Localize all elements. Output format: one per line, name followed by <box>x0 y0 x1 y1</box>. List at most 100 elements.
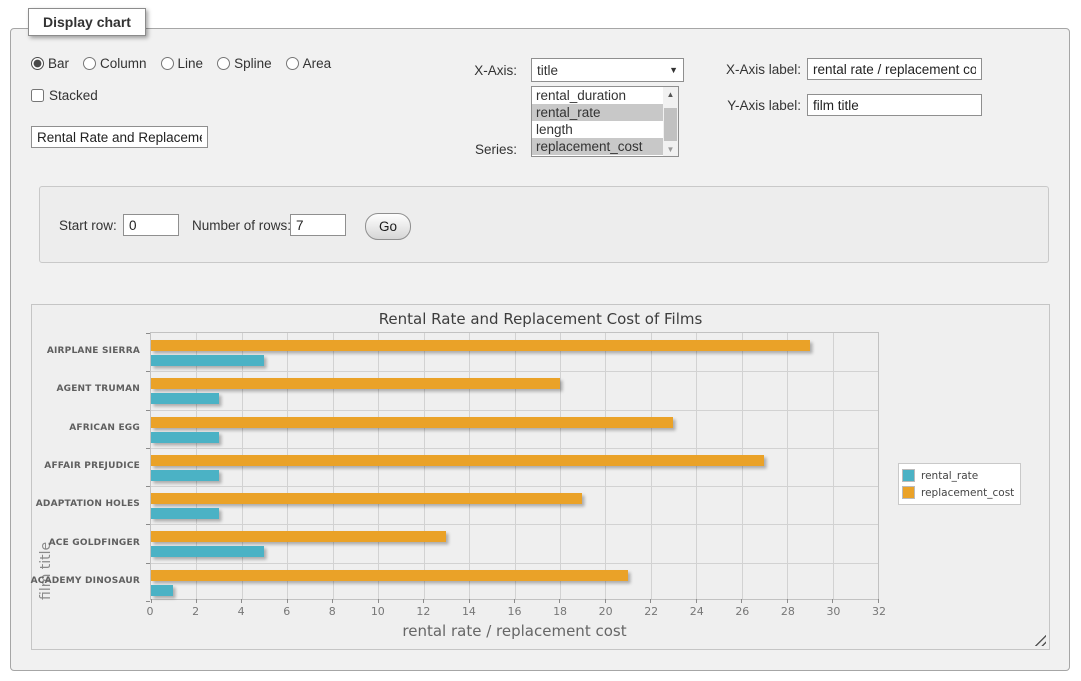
cat-label: ACADEMY DINOSAUR <box>32 562 140 600</box>
tickmark-bottom <box>832 599 833 603</box>
chart-type-radio-group: Bar Column Line Spline Area <box>31 56 331 71</box>
chart-type-line[interactable]: Line <box>161 56 204 71</box>
x-tick-label: 6 <box>283 605 290 618</box>
series-options: rental_duration rental_rate length repla… <box>532 87 663 156</box>
x-axis-label-field-label: X-Axis label: <box>651 62 801 77</box>
x-tick-label: 4 <box>238 605 245 618</box>
number-of-rows-label: Number of rows: <box>192 218 291 233</box>
chart-type-label: Spline <box>234 56 272 71</box>
go-button[interactable]: Go <box>365 213 411 240</box>
chart-type-label: Line <box>178 56 204 71</box>
vgrid <box>833 333 834 599</box>
series-option-length[interactable]: length <box>532 121 663 138</box>
series-option-replacement-cost[interactable]: replacement_cost <box>532 138 663 155</box>
chart-type-area[interactable]: Area <box>286 56 332 71</box>
vgrid <box>196 333 197 599</box>
x-tick-label: 10 <box>371 605 385 618</box>
chart-type-label: Area <box>303 56 332 71</box>
scroll-down-icon[interactable]: ▼ <box>663 142 678 156</box>
tickmark-bottom <box>559 599 560 603</box>
chart-type-radio-column[interactable] <box>83 57 96 70</box>
legend-label: rental_rate <box>921 470 978 482</box>
bar-replacement-cost <box>151 570 628 581</box>
bar-rental-rate <box>151 508 219 519</box>
y-axis-label-input[interactable] <box>807 94 982 116</box>
category-axis-labels: AIRPLANE SIERRAAGENT TRUMANAFRICAN EGGAF… <box>32 332 140 600</box>
chart-type-spline[interactable]: Spline <box>217 56 272 71</box>
tickmark-bottom <box>514 599 515 603</box>
tickmark-bottom <box>878 599 879 603</box>
legend-swatch-rental-rate <box>902 469 915 482</box>
tickmark-left <box>146 371 150 372</box>
vgrid <box>696 333 697 599</box>
chart-type-label: Bar <box>48 56 69 71</box>
cat-label: ACE GOLDFINGER <box>32 523 140 561</box>
chart-type-radio-bar[interactable] <box>31 57 44 70</box>
cat-label: AGENT TRUMAN <box>32 370 140 408</box>
plot-area <box>150 332 879 600</box>
vgrid <box>378 333 379 599</box>
cat-label: ADAPTATION HOLES <box>32 485 140 523</box>
vgrid <box>469 333 470 599</box>
series-multiselect[interactable]: rental_duration rental_rate length repla… <box>531 86 679 157</box>
vgrid <box>560 333 561 599</box>
tickmark-left <box>146 601 150 602</box>
tickmark-left <box>146 563 150 564</box>
stacked-option[interactable]: Stacked <box>31 88 98 103</box>
hgrid <box>151 371 878 372</box>
tickmark-bottom <box>151 599 152 603</box>
hgrid <box>151 563 878 564</box>
chart-type-radio-spline[interactable] <box>217 57 230 70</box>
start-row-input[interactable] <box>123 214 179 236</box>
row-range-panel: Start row: Number of rows: Go <box>39 186 1049 263</box>
bar-rental-rate <box>151 585 173 596</box>
hgrid <box>151 410 878 411</box>
vgrid <box>242 333 243 599</box>
bar-replacement-cost <box>151 340 810 351</box>
x-axis-selected-value: title <box>537 63 669 78</box>
vgrid <box>651 333 652 599</box>
x-tick-label: 8 <box>329 605 336 618</box>
chart-resize-handle[interactable] <box>1034 634 1046 646</box>
bar-rental-rate <box>151 393 219 404</box>
tickmark-left <box>146 410 150 411</box>
x-tick-label: 28 <box>781 605 795 618</box>
series-option-rental-rate[interactable]: rental_rate <box>532 104 663 121</box>
x-axis-tick-labels: 02468101214161820222426283032 <box>150 605 879 619</box>
tickmark-bottom <box>469 599 470 603</box>
tickmark-left <box>146 486 150 487</box>
x-axis-title: rental rate / replacement cost <box>150 622 879 640</box>
x-axis-label-input[interactable] <box>807 58 982 80</box>
stacked-checkbox[interactable] <box>31 89 44 102</box>
chart-type-label: Column <box>100 56 147 71</box>
chart-type-radio-area[interactable] <box>286 57 299 70</box>
tickmark-bottom <box>605 599 606 603</box>
series-select-label: Series: <box>411 142 517 157</box>
y-axis-label-field-label: Y-Axis label: <box>651 98 801 113</box>
chart-container: Rental Rate and Replacement Cost of Film… <box>31 304 1050 650</box>
vgrid <box>287 333 288 599</box>
bar-replacement-cost <box>151 531 446 542</box>
chart-type-radio-line[interactable] <box>161 57 174 70</box>
bar-replacement-cost <box>151 417 673 428</box>
legend-item-replacement-cost: replacement_cost <box>902 484 1014 501</box>
chart-title-input[interactable] <box>31 126 208 148</box>
hgrid <box>151 448 878 449</box>
bar-replacement-cost <box>151 378 560 389</box>
vgrid <box>515 333 516 599</box>
x-tick-label: 26 <box>735 605 749 618</box>
panel-title: Display chart <box>28 8 146 36</box>
chart-type-bar[interactable]: Bar <box>31 56 69 71</box>
x-tick-label: 2 <box>192 605 199 618</box>
number-of-rows-input[interactable] <box>290 214 346 236</box>
chart-type-column[interactable]: Column <box>83 56 147 71</box>
bar-rental-rate <box>151 432 219 443</box>
tickmark-bottom <box>787 599 788 603</box>
vgrid <box>742 333 743 599</box>
cat-label: AFFAIR PREJUDICE <box>32 447 140 485</box>
x-tick-label: 22 <box>644 605 658 618</box>
x-tick-label: 12 <box>416 605 430 618</box>
tickmark-bottom <box>287 599 288 603</box>
x-tick-label: 18 <box>553 605 567 618</box>
series-option-rental-duration[interactable]: rental_duration <box>532 87 663 104</box>
